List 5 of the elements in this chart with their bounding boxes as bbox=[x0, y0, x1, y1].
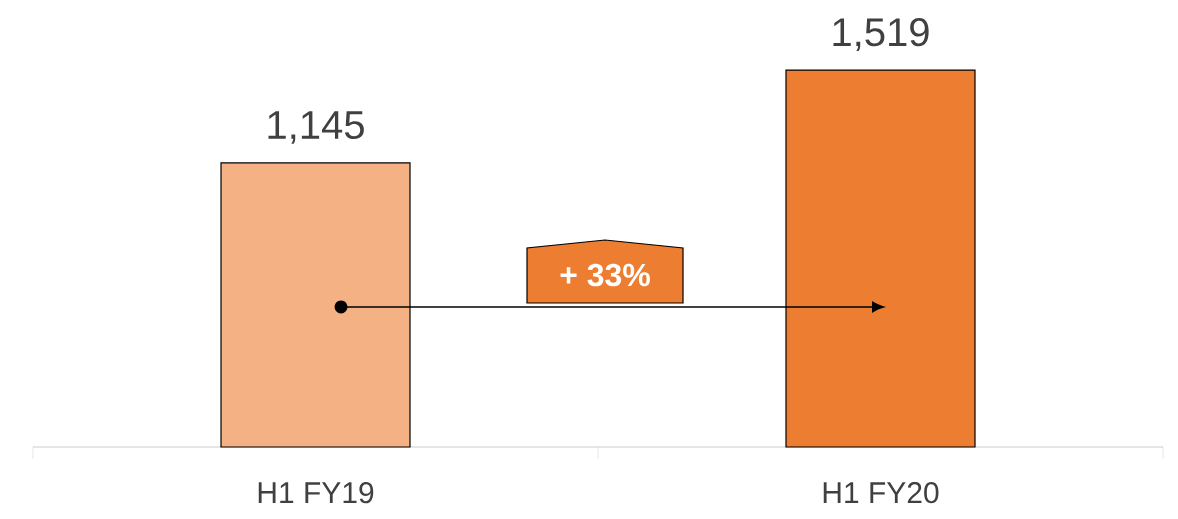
annotation: + 33% bbox=[560, 263, 650, 287]
data-label: 1,519 bbox=[833, 18, 929, 52]
x-tick-label: H1 FY20 bbox=[823, 482, 939, 504]
x-tick-label: H1 FY19 bbox=[258, 482, 374, 504]
data-label: 1,145 bbox=[268, 111, 364, 144]
